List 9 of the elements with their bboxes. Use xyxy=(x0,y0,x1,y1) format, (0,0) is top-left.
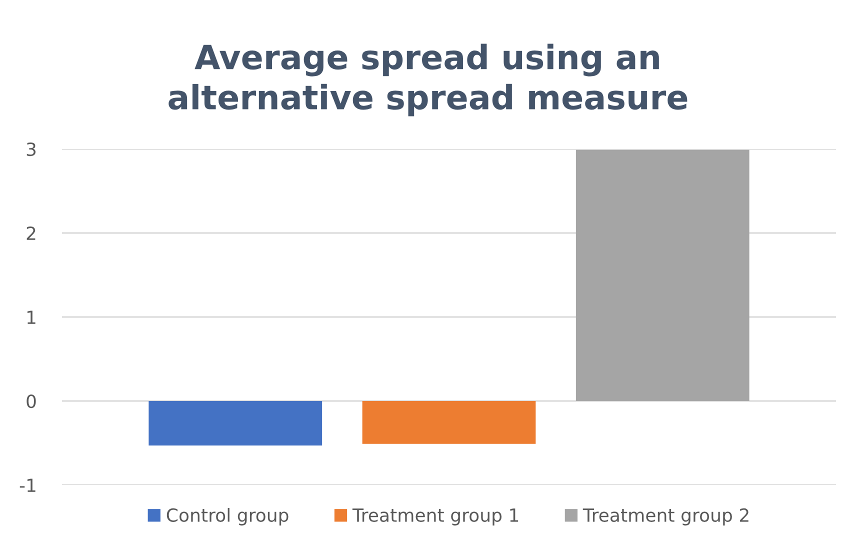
y-tick-label: 0 xyxy=(26,394,36,408)
legend-label: Treatment group 1 xyxy=(352,508,518,526)
y-tick-label: 2 xyxy=(26,226,36,240)
chart-title: Average spread using an alternative spread measure xyxy=(168,44,688,116)
y-tick-label: -1 xyxy=(20,478,36,492)
y-tick-label: 3 xyxy=(26,142,36,156)
y-tick-label: 1 xyxy=(27,310,36,324)
legend-label: Treatment group 2 xyxy=(582,508,748,526)
legend-label: Control group xyxy=(166,508,288,526)
